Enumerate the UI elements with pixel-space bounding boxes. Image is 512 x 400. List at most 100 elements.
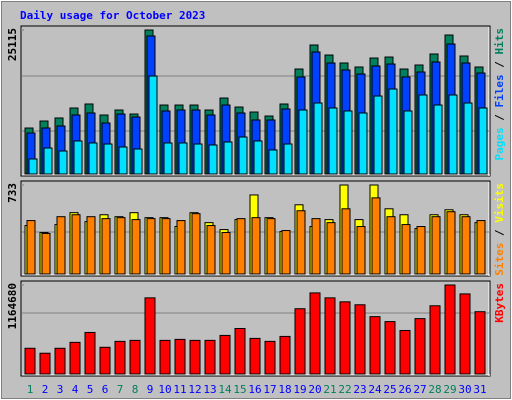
x-tick-label: 19 xyxy=(293,383,306,396)
y-tick-label: 25115 xyxy=(6,28,19,61)
bar xyxy=(403,110,413,175)
legend-entry: Files xyxy=(493,74,506,107)
bar xyxy=(189,339,201,375)
bar xyxy=(283,143,293,175)
bar xyxy=(174,338,186,375)
chart-title: Daily usage for October 2023 xyxy=(20,9,205,22)
bar xyxy=(313,102,323,175)
bar xyxy=(356,226,366,275)
x-tick-label: 18 xyxy=(278,383,291,396)
bar xyxy=(401,224,411,275)
bar xyxy=(204,339,216,375)
bar xyxy=(148,75,158,175)
bar xyxy=(221,231,231,275)
x-tick-label: 12 xyxy=(188,383,201,396)
bar xyxy=(146,218,156,275)
legend-entry: Sites xyxy=(493,243,506,276)
bar xyxy=(476,220,486,275)
bar xyxy=(279,335,291,375)
bar xyxy=(296,210,306,275)
bar xyxy=(236,218,246,275)
bar xyxy=(386,216,396,275)
x-tick-label: 7 xyxy=(117,383,124,396)
bar xyxy=(161,218,171,275)
bar xyxy=(339,301,351,375)
bar xyxy=(324,297,336,375)
bar xyxy=(369,316,381,375)
legend: KBytes xyxy=(493,283,506,323)
bar xyxy=(429,305,441,375)
bar xyxy=(384,321,396,375)
bar xyxy=(373,95,383,175)
bar xyxy=(223,141,233,175)
bar xyxy=(266,218,276,275)
legend-entry: Pages xyxy=(493,127,506,160)
bar xyxy=(58,150,68,175)
bar xyxy=(459,293,471,375)
bar xyxy=(444,284,456,375)
x-tick-label: 11 xyxy=(173,383,186,396)
x-tick-label: 15 xyxy=(233,383,246,396)
bar xyxy=(219,334,231,375)
bar xyxy=(478,107,488,175)
x-tick-label: 23 xyxy=(353,383,366,396)
bar xyxy=(56,216,66,275)
bar xyxy=(133,148,143,175)
bar xyxy=(208,144,218,175)
x-tick-label: 9 xyxy=(147,383,154,396)
y-tick-label: 733 xyxy=(6,183,19,203)
legend-entry: KBytes xyxy=(493,283,506,323)
bar xyxy=(54,347,66,375)
x-tick-label: 5 xyxy=(87,383,94,396)
bar xyxy=(234,328,246,375)
bar xyxy=(281,230,291,275)
bar xyxy=(26,220,36,275)
x-tick-label: 25 xyxy=(383,383,396,396)
x-tick-label: 22 xyxy=(338,383,351,396)
legend-entry: Visits xyxy=(493,183,506,223)
bar xyxy=(41,232,51,275)
bar xyxy=(176,220,186,275)
bar xyxy=(326,222,336,275)
legend: Pages / Files / Hits xyxy=(493,28,506,161)
x-tick-label: 26 xyxy=(398,383,411,396)
bar xyxy=(103,143,113,175)
bar xyxy=(463,102,473,175)
bar xyxy=(69,341,81,375)
x-tick-label: 24 xyxy=(368,383,382,396)
bar xyxy=(371,197,381,275)
bar xyxy=(238,136,248,175)
x-tick-label: 1 xyxy=(27,383,34,396)
bar xyxy=(193,143,203,175)
bar xyxy=(343,110,353,175)
bar xyxy=(73,140,83,175)
bar xyxy=(101,218,111,275)
x-tick-label: 27 xyxy=(413,383,426,396)
bar xyxy=(118,146,128,175)
bar xyxy=(461,216,471,275)
bar xyxy=(268,149,278,175)
bar xyxy=(131,219,141,275)
bar xyxy=(249,337,261,375)
bar xyxy=(328,107,338,175)
x-tick-label: 8 xyxy=(132,383,139,396)
bar xyxy=(159,339,171,375)
x-tick-label: 16 xyxy=(248,383,261,396)
bar xyxy=(418,94,428,175)
x-tick-label: 3 xyxy=(57,383,64,396)
y-tick-label: 1164680 xyxy=(6,283,19,329)
bar xyxy=(206,225,216,275)
bar xyxy=(253,140,263,175)
x-tick-label: 14 xyxy=(218,383,232,396)
bar xyxy=(191,213,201,275)
bar xyxy=(294,308,306,375)
x-tick-label: 6 xyxy=(102,383,109,396)
bar xyxy=(86,216,96,275)
bar xyxy=(251,217,261,275)
bar xyxy=(414,318,426,375)
legend-separator: / xyxy=(493,108,506,128)
bar xyxy=(99,346,111,375)
x-tick-label: 20 xyxy=(308,383,321,396)
